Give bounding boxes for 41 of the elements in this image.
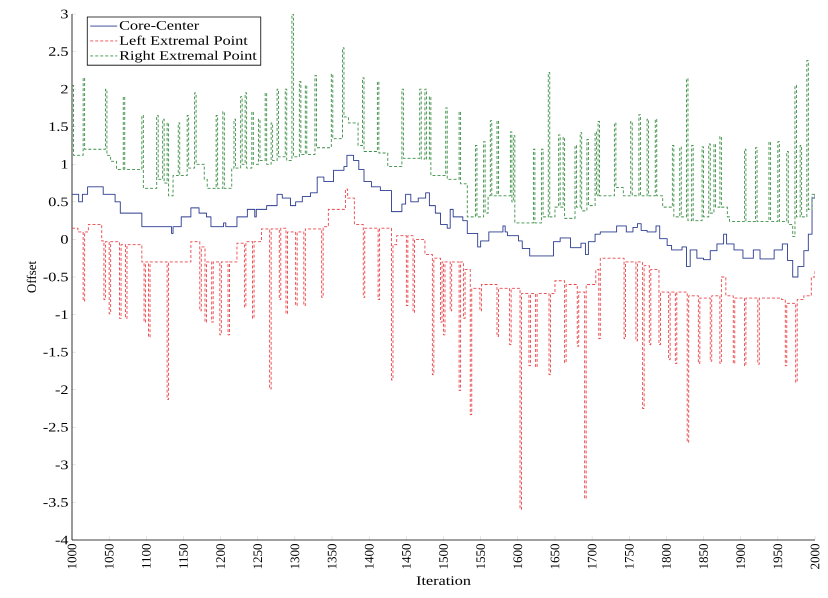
x-tick-label: 1550	[476, 544, 486, 568]
y-tick-label: 3	[61, 10, 68, 18]
y-axis-title: Offset	[26, 261, 36, 293]
x-tick-label: 1000	[68, 544, 76, 568]
x-tick-label: 1950	[773, 544, 782, 568]
y-tick-label: -1	[56, 310, 68, 319]
x-tick-label: 1300	[290, 544, 300, 568]
y-tick-label: 2	[61, 84, 68, 94]
y-tick-label: -3.5	[43, 498, 68, 507]
x-tick-label: 1050	[104, 544, 114, 568]
y-tick-label: -2.5	[43, 422, 68, 432]
x-tick-label: 1850	[699, 544, 708, 568]
legend-label: Core-Center	[120, 21, 200, 30]
x-tick-label: 1650	[550, 544, 560, 568]
y-tick-label: 1	[62, 160, 68, 169]
y-tick-label: 1.5	[50, 122, 68, 132]
y-tick-label: 2.5	[48, 47, 68, 56]
x-tick-label: 1150	[179, 544, 188, 568]
x-tick-label: 1700	[588, 544, 596, 568]
x-tick-label: 1450	[402, 544, 411, 568]
y-tick-label: 0	[60, 235, 68, 244]
y-tick-label: -2	[56, 385, 68, 394]
y-tick-label: -1.5	[43, 348, 68, 357]
y-tick-label: -0.5	[43, 272, 68, 282]
x-tick-label: 1900	[736, 544, 746, 568]
x-axis-title: Iteration	[416, 576, 471, 585]
y-tick-label: -4	[56, 536, 68, 544]
x-tick-label: 1500	[439, 544, 448, 568]
x-tick-label: 1750	[624, 544, 634, 568]
x-tick-label: 1600	[513, 544, 522, 568]
x-tick-label: 1200	[216, 544, 225, 568]
y-tick-label: -3	[56, 460, 68, 470]
x-tick-label: 2000	[810, 544, 820, 569]
x-tick-label: 1800	[662, 544, 671, 568]
x-tick-label: 1400	[364, 544, 374, 568]
legend-label: Right Extremal Point	[120, 50, 257, 62]
x-tick-label: 1250	[253, 544, 262, 568]
legend-label: Left Extremal Point	[120, 36, 248, 45]
x-tick-label: 1350	[328, 544, 336, 568]
x-tick-label: 1100	[142, 544, 151, 568]
y-tick-label: 0.5	[48, 197, 68, 206]
